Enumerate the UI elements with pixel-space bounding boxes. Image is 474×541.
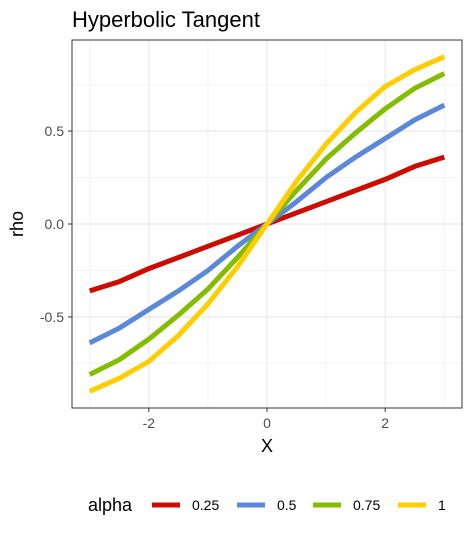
chart-title: Hyperbolic Tangent [72,7,260,32]
x-axis-title: X [261,436,273,456]
y-axis: -0.5 0.0 0.5 [40,123,72,325]
legend-title: alpha [88,495,133,515]
legend-label: 0.5 [277,497,297,513]
series-line-1 [88,54,446,394]
y-tick-label: -0.5 [40,309,64,325]
x-tick-label: -2 [143,415,156,431]
legend-label: 0.75 [353,497,380,513]
x-tick-label: 2 [381,415,389,431]
legend-label: 0.25 [192,497,219,513]
y-axis-title: rho [7,211,27,237]
x-tick-label: 0 [263,415,271,431]
series-lines [88,54,446,394]
y-tick-label: 0.0 [45,216,65,232]
x-axis: -2 0 2 [143,408,389,431]
legend: alpha 0.25 0.5 0.75 1 [88,495,446,515]
legend-label: 1 [438,497,446,513]
y-tick-label: 0.5 [45,123,65,139]
